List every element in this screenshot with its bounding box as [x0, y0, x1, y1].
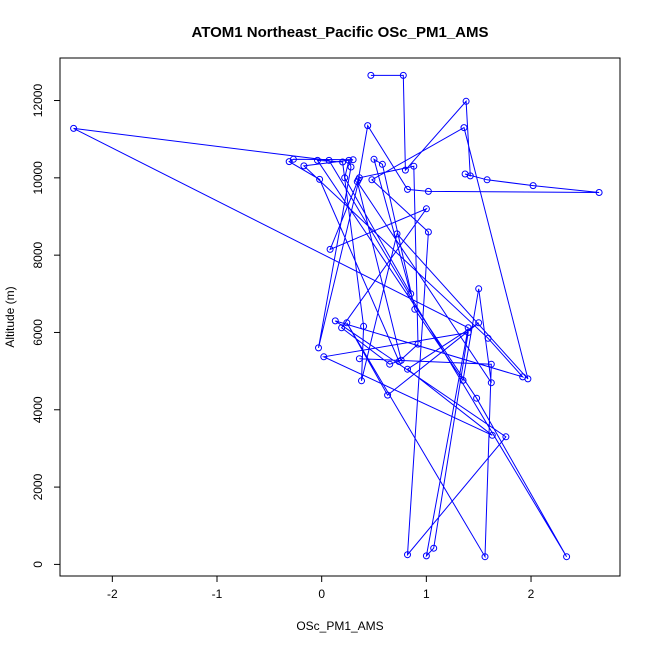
data-point — [407, 290, 415, 298]
y-tick-label: 6000 — [31, 319, 45, 346]
data-point — [338, 324, 346, 332]
data-point — [393, 230, 401, 238]
data-point — [473, 394, 481, 402]
data-point — [464, 329, 472, 336]
y-axis-label: Altitude (m) — [3, 286, 17, 347]
data-point — [386, 360, 394, 368]
data-point — [430, 544, 438, 552]
data-point — [320, 353, 328, 361]
data-point — [411, 305, 419, 313]
data-point — [422, 205, 430, 213]
data-point — [355, 355, 363, 363]
data-point — [529, 182, 537, 190]
y-tick-label: 0 — [31, 561, 45, 568]
data-point — [364, 122, 372, 130]
data-point — [484, 334, 492, 342]
data-point — [378, 160, 386, 168]
x-axis: -2 -1 0 1 2 — [107, 575, 535, 601]
y-axis: 0 2000 4000 6000 8000 10000 12000 — [31, 84, 61, 568]
data-point — [300, 162, 308, 170]
data-point — [410, 162, 418, 170]
data-point — [360, 322, 368, 330]
plot-area — [59, 57, 621, 577]
data-point — [460, 124, 468, 132]
data-point — [345, 156, 353, 164]
data-series — [70, 71, 603, 561]
data-point — [395, 358, 403, 365]
data-point — [424, 228, 432, 236]
data-point — [475, 285, 483, 293]
data-point — [464, 324, 472, 332]
data-point — [315, 344, 322, 352]
data-point — [325, 156, 333, 164]
data-point — [326, 245, 334, 253]
x-tick-label: -1 — [212, 587, 223, 601]
data-point — [401, 166, 409, 174]
data-point — [459, 376, 467, 384]
data-point — [475, 319, 483, 327]
data-point — [367, 71, 375, 79]
data-point — [399, 71, 407, 79]
data-point — [314, 156, 321, 164]
data-point — [353, 178, 361, 186]
data-point — [368, 176, 376, 184]
data-point — [341, 174, 349, 182]
data-point — [461, 170, 469, 178]
data-point — [462, 97, 470, 105]
y-tick-label: 10000 — [31, 161, 45, 195]
data-point — [404, 551, 411, 559]
y-tick-label: 8000 — [31, 241, 45, 268]
data-point — [414, 340, 422, 348]
data-point — [331, 317, 339, 325]
data-point — [384, 391, 392, 399]
x-tick-label: 0 — [318, 587, 325, 601]
data-point — [370, 155, 378, 163]
y-tick-label: 12000 — [31, 84, 45, 118]
series-line — [73, 74, 600, 559]
data-point — [488, 431, 496, 439]
data-point — [424, 187, 432, 195]
data-point — [343, 319, 351, 327]
x-tick-label: 2 — [528, 587, 535, 601]
data-point — [502, 433, 510, 441]
data-point — [422, 552, 430, 560]
data-point — [595, 189, 603, 196]
data-point — [404, 365, 411, 373]
data-point — [524, 375, 532, 383]
x-tick-label: 1 — [423, 587, 430, 601]
data-point — [355, 174, 363, 182]
data-point — [349, 156, 357, 164]
data-point — [285, 158, 293, 166]
data-point — [563, 553, 571, 561]
data-point — [487, 379, 495, 387]
x-tick-label: -2 — [107, 587, 118, 601]
y-tick-label: 4000 — [31, 396, 45, 423]
data-point — [70, 124, 78, 132]
x-axis-label: OSc_PM1_AMS — [296, 619, 383, 633]
data-point — [487, 360, 495, 368]
data-point — [483, 176, 491, 184]
data-point — [316, 175, 324, 183]
data-point — [289, 155, 297, 163]
chart-title: ATOM1 Northeast_Pacific OSc_PM1_AMS — [191, 24, 488, 41]
data-point — [481, 553, 489, 561]
data-point — [339, 158, 347, 166]
data-point — [404, 185, 411, 193]
data-point — [358, 377, 365, 385]
y-tick-label: 2000 — [31, 473, 45, 500]
data-point — [347, 163, 355, 171]
